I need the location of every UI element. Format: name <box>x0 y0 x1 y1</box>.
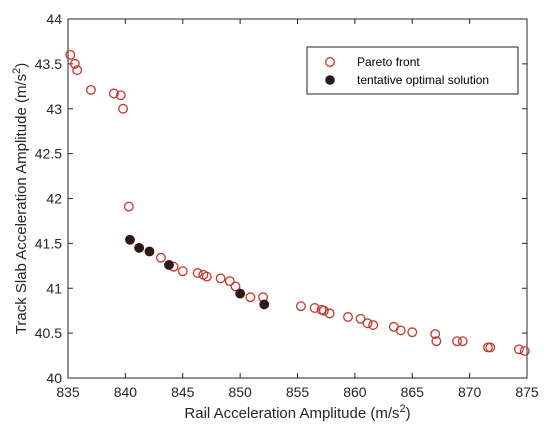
pareto-front-point <box>355 313 366 324</box>
y-tick-label: 43.5 <box>35 56 62 72</box>
pareto-front-point <box>457 336 468 347</box>
x-tick-label: 840 <box>114 384 138 400</box>
data-points <box>65 49 530 357</box>
pareto-front-point <box>123 201 134 212</box>
pareto-front-point <box>430 329 441 339</box>
legend: Pareto front tentative optimal solution <box>306 46 519 95</box>
y-tick-label: 41.5 <box>35 235 62 251</box>
pareto-front-point <box>69 58 80 69</box>
pareto-front-point <box>201 271 212 282</box>
y-tick-label: 41 <box>46 280 62 296</box>
pareto-front-point <box>85 84 96 95</box>
pareto-front-point <box>215 273 226 284</box>
optimal-solution-point <box>125 234 135 245</box>
pareto-front-point <box>108 88 119 99</box>
pareto-front-point <box>309 303 320 313</box>
axes <box>67 18 528 379</box>
legend-pareto-label: Pareto front <box>357 55 420 69</box>
x-tick-label: 875 <box>515 384 539 400</box>
legend-pareto-marker <box>325 57 335 67</box>
y-tick-label: 40 <box>46 370 62 386</box>
y-tick-label: 42.5 <box>35 146 62 162</box>
pareto-front-point <box>224 276 235 287</box>
y-tick-label: 42 <box>46 191 62 207</box>
pareto-front-point <box>324 308 335 319</box>
legend-box <box>306 46 519 95</box>
pareto-front-point <box>295 301 306 312</box>
y-tick-label: 44 <box>46 11 62 27</box>
optimal-solution-point <box>235 288 245 299</box>
pareto-front-point <box>318 305 329 316</box>
pareto-front-point <box>65 49 76 60</box>
pareto-front-point <box>368 320 379 330</box>
optimal-solution-point <box>144 246 155 257</box>
x-tick-label: 870 <box>458 384 482 400</box>
pareto-front-point <box>155 252 166 263</box>
pareto-front-point <box>407 327 418 338</box>
pareto-front-point <box>192 268 203 278</box>
optimal-solution-point <box>164 260 174 270</box>
x-tick-label: 850 <box>228 384 252 400</box>
x-tick-label: 860 <box>343 384 367 400</box>
pareto-front-point <box>115 90 126 101</box>
pareto-front-point <box>519 346 530 357</box>
y-tick-label: 43 <box>46 101 62 117</box>
tick-labels: 835 840 845 850 855 860 865 870 875 40 40.5 41 41.5 4… <box>35 11 539 400</box>
pareto-front-point <box>245 292 256 303</box>
x-axis-title: Rail Acceleration Amplitude (m/s2) <box>184 403 410 422</box>
y-axis-title: Track Slab Acceleration Amplitude (m/s2) <box>11 63 30 335</box>
x-tick-label: 845 <box>171 384 195 400</box>
pareto-front-point <box>118 103 129 114</box>
legend-optimal-label: tentative optimal solution <box>357 73 489 87</box>
pareto-front-point <box>485 342 496 353</box>
optimal-solution-point <box>259 299 270 310</box>
legend-optimal-marker <box>325 75 335 85</box>
y-tick-label: 40.5 <box>35 325 62 341</box>
pareto-front-point <box>343 312 353 322</box>
x-tick-label: 865 <box>401 384 425 400</box>
x-tick-label: 835 <box>56 384 80 400</box>
optimal-solution-point <box>134 243 144 253</box>
pareto-front-point <box>72 65 83 76</box>
pareto-front-point <box>395 325 406 336</box>
pareto-front-point <box>431 336 442 347</box>
pareto-front-point <box>177 266 188 277</box>
pareto-front-point <box>230 281 241 292</box>
x-tick-label: 855 <box>286 384 310 400</box>
pareto-front-point <box>452 336 462 347</box>
pareto-front-point <box>514 344 524 355</box>
pareto-front-point <box>362 318 373 329</box>
